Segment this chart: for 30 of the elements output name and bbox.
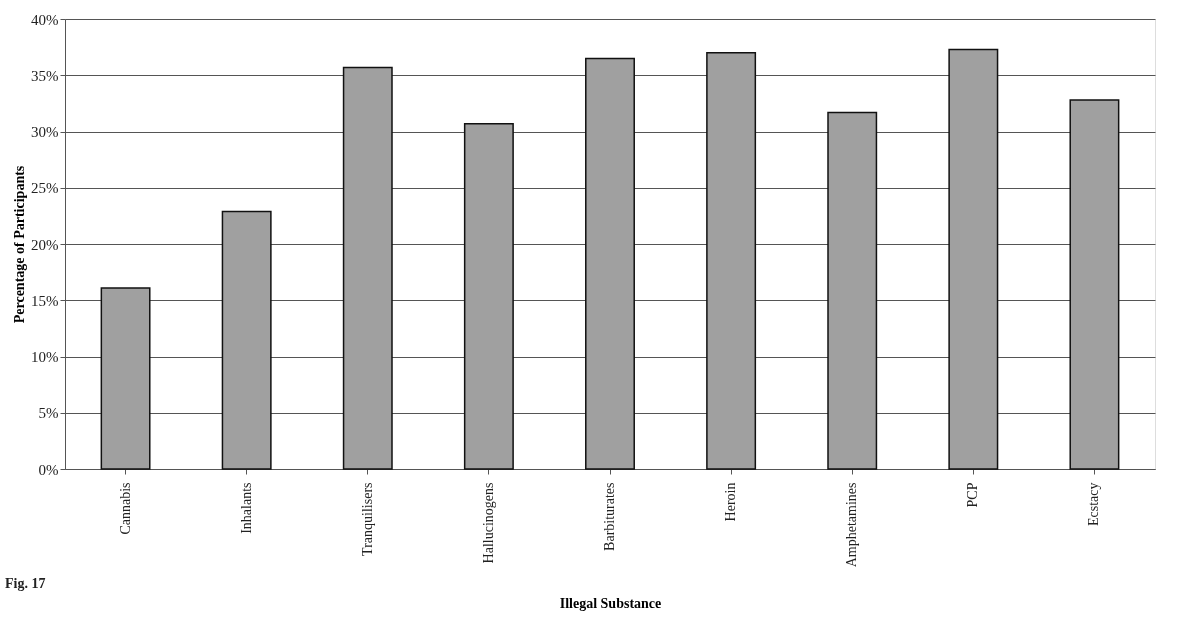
bar [221,210,272,470]
bar [1069,99,1120,470]
x-tick-label: Ecstacy [1086,482,1102,527]
x-tick-label: Barbiturates [602,482,617,551]
bar [827,111,878,470]
bar [342,66,393,470]
y-tick-label: 10% [31,349,59,365]
bar [706,52,757,470]
caption: Fig. 17 [5,576,46,591]
x-tick-label: Hallucinogens [480,482,496,564]
y-tick-label: 25% [31,180,59,197]
bar [948,48,999,470]
y-tick-label: 40% [31,11,59,28]
x-tick-label: Tranquilisers [359,482,375,556]
y-tick-label: 35% [31,67,59,84]
y-tick-label: 0% [38,461,59,478]
y-tick-label: 30% [31,124,59,140]
bar [100,287,151,470]
y-tick-label: 15% [31,292,59,309]
y-tick-label: 5% [38,405,59,422]
x-tick-label: PCP [965,482,981,508]
x-tick-label: Inhalants [238,482,254,534]
x-axis-title: Illegal Substance [559,596,662,612]
bar [585,57,635,470]
y-tick-label: 20% [31,236,59,253]
x-tick-label: Heroin [723,482,739,522]
y-axis-title: Percentage of Participants [12,165,27,324]
x-tick-label: Amphetamines [844,482,860,568]
bar [463,122,514,470]
x-tick-label: Cannabis [117,482,133,535]
